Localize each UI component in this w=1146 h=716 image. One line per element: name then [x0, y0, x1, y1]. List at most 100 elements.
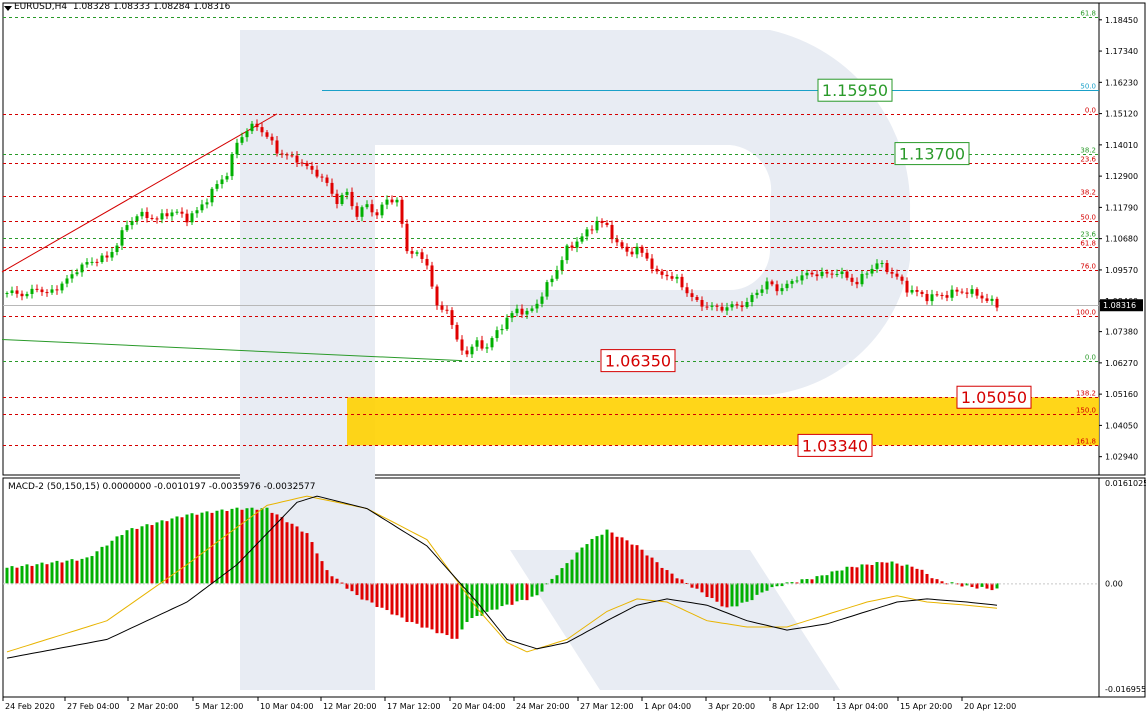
- candle-body: [130, 221, 134, 226]
- candle-body: [705, 306, 709, 308]
- candle-body: [815, 274, 819, 277]
- macd-histogram-bar: [785, 582, 789, 584]
- candle-body: [405, 223, 409, 252]
- macd-histogram-bar: [395, 583, 399, 616]
- candle-body: [275, 140, 279, 154]
- macd-histogram-bar: [935, 579, 939, 584]
- macd-histogram-bar: [170, 518, 174, 584]
- candle-body: [670, 276, 674, 279]
- candle-body: [810, 272, 814, 275]
- macd-histogram-bar: [900, 565, 904, 584]
- candle-body: [805, 272, 809, 276]
- macd-histogram-bar: [675, 578, 679, 584]
- symbol-menu-arrow-icon[interactable]: [4, 6, 12, 11]
- candle-body: [750, 295, 754, 303]
- macd-histogram-bar: [370, 583, 374, 603]
- candle-body: [720, 306, 724, 311]
- macd-histogram-bar: [690, 583, 694, 588]
- macd-histogram-bar: [600, 534, 604, 584]
- candle-body: [655, 268, 659, 272]
- macd-histogram-bar: [620, 537, 624, 584]
- macd-histogram-bar: [870, 564, 874, 584]
- macd-histogram-bar: [345, 583, 349, 589]
- candle-body: [840, 271, 844, 275]
- macd-histogram-bar: [720, 583, 724, 607]
- candle-body: [970, 289, 974, 294]
- macd-histogram-bar: [595, 536, 599, 584]
- macd-histogram-bar: [985, 583, 989, 589]
- macd-histogram-bar: [780, 583, 784, 587]
- macd-histogram-bar: [710, 583, 714, 599]
- macd-histogram-bar: [45, 564, 49, 584]
- time-axis-label: 17 Mar 12:00: [387, 702, 440, 711]
- macd-histogram-bar: [195, 514, 199, 584]
- candle-body: [570, 245, 574, 248]
- macd-histogram-bar: [515, 583, 519, 602]
- macd-histogram-bar: [320, 561, 324, 584]
- candle-body: [770, 281, 774, 285]
- macd-histogram-bar: [740, 583, 744, 603]
- candle-body: [110, 251, 114, 258]
- candle-body: [690, 293, 694, 297]
- candle-body: [370, 204, 374, 213]
- candle-body: [90, 261, 94, 263]
- candle-body: [340, 194, 344, 205]
- macd-histogram-bar: [210, 512, 214, 584]
- candle-body: [715, 305, 719, 307]
- time-axis-label: 13 Apr 04:00: [836, 702, 888, 711]
- candle-body: [600, 220, 604, 223]
- macd-histogram-bar: [500, 583, 504, 607]
- candle-body: [245, 131, 249, 138]
- macd-histogram-bar: [95, 551, 99, 584]
- candle-body: [525, 310, 529, 315]
- macd-histogram-bar: [535, 583, 539, 596]
- candle-body: [480, 340, 484, 349]
- candle-body: [900, 276, 904, 281]
- candle-body: [550, 278, 554, 283]
- macd-histogram-bar: [105, 545, 109, 584]
- candle-body: [40, 289, 44, 293]
- candle-body: [125, 225, 129, 231]
- macd-histogram-bar: [495, 583, 499, 610]
- macd-histogram-bar: [35, 564, 39, 584]
- candle-body: [890, 272, 894, 274]
- macd-histogram-bar: [280, 517, 284, 584]
- macd-histogram-bar: [215, 510, 219, 584]
- candle-body: [375, 212, 379, 216]
- symbol-ohlc-header: EURUSD,H4 1.08328 1.08333 1.08284 1.0831…: [14, 2, 230, 12]
- candle-body: [235, 142, 239, 155]
- macd-histogram-bar: [20, 565, 24, 584]
- macd-histogram-bar: [910, 566, 914, 584]
- candle-body: [590, 229, 594, 231]
- fib-level-label: 150.0: [1076, 407, 1096, 415]
- macd-histogram-bar: [505, 583, 509, 605]
- macd-histogram-bar: [475, 583, 479, 616]
- macd-histogram-bar: [85, 557, 89, 584]
- macd-histogram-bar: [295, 526, 299, 584]
- candle-body: [660, 271, 664, 275]
- time-axis-label: 27 Mar 12:00: [580, 702, 633, 711]
- macd-histogram-bar: [275, 514, 279, 584]
- candle-body: [450, 310, 454, 325]
- macd-histogram-bar: [225, 511, 229, 584]
- candle-body: [415, 252, 419, 254]
- candle-body: [295, 155, 299, 163]
- candle-body: [645, 252, 649, 259]
- macd-header: MACD-2 (50,150,15) 0.0000000 -0.0010197 …: [8, 482, 316, 492]
- macd-histogram-bar: [440, 583, 444, 634]
- candle-body: [985, 298, 989, 301]
- macd-histogram-bar: [920, 569, 924, 584]
- macd-histogram-bar: [840, 570, 844, 584]
- candle-body: [935, 294, 939, 296]
- candle-body: [55, 289, 59, 291]
- macd-histogram-bar: [520, 583, 524, 600]
- macd-histogram-bar: [455, 583, 459, 639]
- symbol-name: EURUSD,H4: [14, 2, 68, 12]
- macd-histogram-bar: [305, 533, 309, 584]
- candle-body: [695, 296, 699, 300]
- candle-body: [960, 291, 964, 293]
- macd-histogram-bar: [695, 583, 699, 589]
- macd-histogram-bar: [145, 524, 149, 584]
- macd-histogram-bar: [975, 583, 979, 589]
